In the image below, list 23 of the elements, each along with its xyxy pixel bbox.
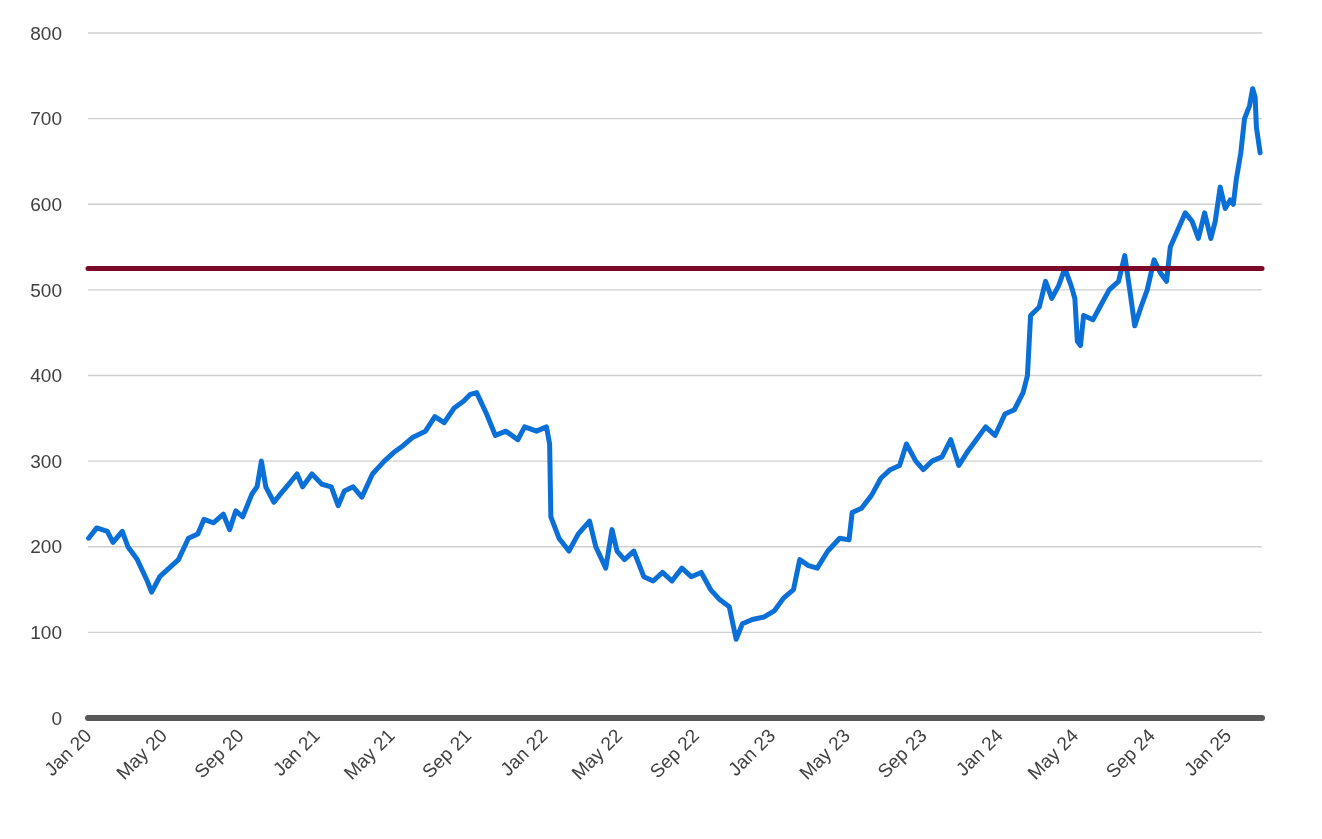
y-tick-label: 500 — [30, 279, 62, 301]
x-tick-label: May 24 — [1023, 724, 1083, 784]
y-tick-label: 400 — [30, 365, 62, 387]
y-tick-label: 600 — [30, 193, 62, 215]
x-tick-label: Jan 23 — [724, 724, 780, 780]
x-tick-label: May 22 — [567, 724, 627, 784]
x-tick-label: Jan 22 — [496, 724, 552, 780]
x-tick-label: Sep 24 — [1101, 724, 1160, 783]
x-tick-label: Jan 25 — [1180, 724, 1236, 780]
x-tick-label: Jan 21 — [268, 724, 324, 780]
x-tick-label: May 23 — [795, 724, 855, 784]
x-tick-label: Jan 24 — [951, 724, 1008, 780]
y-tick-label: 100 — [30, 622, 62, 644]
x-tick-label: Sep 21 — [417, 724, 476, 783]
x-tick-label: Sep 22 — [645, 724, 704, 783]
x-tick-label: May 21 — [339, 724, 399, 784]
x-tick-label: Sep 20 — [190, 724, 248, 783]
y-tick-label: 300 — [30, 450, 62, 472]
y-tick-label: 800 — [30, 22, 62, 44]
y-tick-label: 700 — [30, 108, 62, 130]
y-tick-label: 200 — [30, 536, 62, 558]
x-tick-label: Sep 23 — [873, 724, 931, 783]
x-tick-label: May 20 — [112, 724, 172, 784]
